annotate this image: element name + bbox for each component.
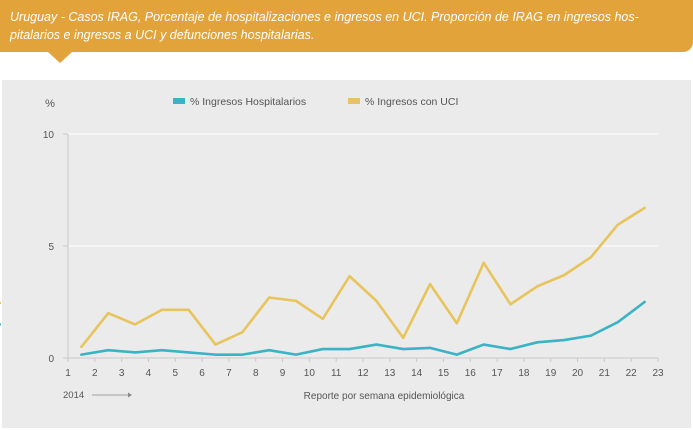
x-tick-label: 18 (518, 368, 530, 379)
x-tick-label: 20 (572, 368, 584, 379)
series-2-point (0, 301, 2, 305)
series-2-point (482, 261, 485, 264)
series-2-point (187, 308, 190, 312)
series-1-point (267, 348, 271, 352)
series-line-1 (80, 300, 646, 356)
x-tick-label: 14 (411, 368, 423, 379)
series-1-point (643, 300, 646, 304)
x-tick-label: 9 (280, 368, 286, 379)
x-tick-label: 22 (626, 368, 638, 379)
series-2-point (80, 345, 83, 348)
series-2-point (589, 256, 593, 259)
x-tick-label: 6 (199, 368, 205, 379)
x-tick-label: 23 (652, 368, 664, 379)
series-1-point (241, 353, 244, 356)
x-tick-label: 10 (304, 368, 316, 379)
series-1-point (160, 348, 164, 352)
year-label: 2014 (63, 390, 84, 401)
series-2-point (562, 273, 566, 277)
series-2-point (294, 299, 298, 303)
x-tick-label: 2 (92, 368, 98, 379)
series-1-point (402, 347, 405, 351)
chart-title: Uruguay - Casos IRAG, Porcentaje de hosp… (10, 10, 639, 42)
legend-swatch-1 (173, 98, 185, 104)
series-2-point (267, 296, 271, 299)
x-tick-label: 21 (599, 368, 611, 379)
series-line-2 (80, 206, 646, 349)
series-2-point (402, 336, 405, 340)
series-1-point (214, 353, 217, 356)
y-tick-label: 0 (48, 354, 54, 365)
series-2-point (455, 322, 459, 325)
x-tick-label: 17 (492, 368, 504, 379)
title-banner-pointer (48, 52, 72, 63)
x-tick-label: 12 (357, 368, 369, 379)
series-2-point (241, 331, 244, 334)
series-2-point (643, 206, 646, 210)
series-2-point (509, 303, 512, 306)
series-2-point (428, 282, 432, 286)
series-1-point (482, 343, 485, 346)
legend-swatch-2 (348, 98, 360, 104)
series-2-point (375, 299, 378, 303)
series-1-point (455, 353, 459, 356)
x-tick-label: 1 (65, 368, 71, 379)
series-1-point (294, 353, 298, 356)
y-axis-label: % (45, 98, 55, 110)
series-1-point (321, 347, 324, 351)
year-arrow-head (128, 392, 132, 398)
series-2-point (160, 308, 164, 312)
x-tick-label: 5 (172, 368, 178, 379)
y-tick-label: 10 (43, 130, 55, 141)
series-1-point (536, 341, 539, 344)
series-1-point (616, 320, 619, 324)
series-2-point (321, 317, 324, 320)
series-1-point (562, 338, 566, 342)
series-2-point (214, 343, 217, 346)
x-tick-label: 4 (146, 368, 152, 379)
series-1-point (428, 346, 432, 350)
series-2-point (536, 285, 539, 288)
x-tick-label: 13 (384, 368, 396, 379)
x-tick-label: 7 (226, 368, 232, 379)
series-2-point (107, 312, 110, 315)
x-tick-label: 3 (119, 368, 125, 379)
series-2-point (348, 275, 351, 278)
legend-label-2: % Ingresos con UCI (365, 96, 458, 108)
series-2-point (616, 223, 619, 226)
legend-label-1: % Ingresos Hospitalarios (190, 96, 306, 108)
series-2-point (133, 323, 137, 326)
x-tick-label: 8 (253, 368, 259, 379)
series-1-point (375, 343, 378, 346)
x-tick-label: 11 (331, 368, 342, 379)
series-1-point (0, 323, 2, 326)
series-1-point (133, 351, 137, 354)
series-1-point (589, 334, 593, 337)
series-1-point (107, 348, 110, 352)
x-tick-label: 19 (545, 368, 557, 379)
y-tick-label: 5 (48, 242, 54, 253)
series-1-point (509, 347, 512, 351)
series-1-point (187, 351, 190, 354)
x-tick-label: 16 (465, 368, 477, 379)
x-tick-label: 15 (438, 368, 450, 379)
series-1-point (348, 347, 351, 351)
title-banner: Uruguay - Casos IRAG, Porcentaje de hosp… (0, 0, 693, 52)
series-1-point (80, 353, 83, 356)
x-axis-label: Reporte por semana epidemiológica (304, 391, 465, 402)
